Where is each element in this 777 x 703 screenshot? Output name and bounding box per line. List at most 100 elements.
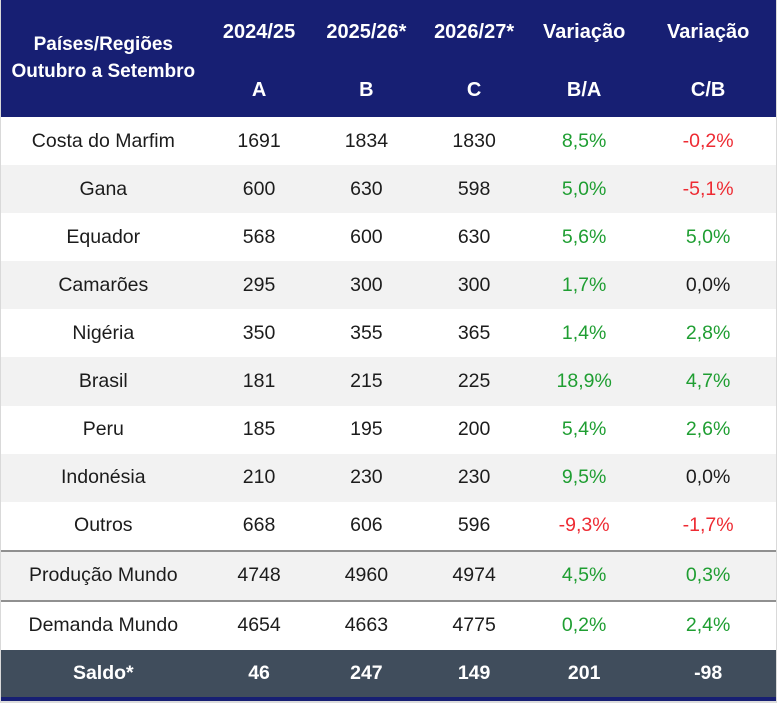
value-cell-a: 668: [242, 514, 276, 537]
variation-cell-ba: 18,9%: [556, 370, 612, 393]
variation-cell-cb: 2,8%: [685, 321, 731, 344]
row-label: Brasil: [78, 370, 128, 393]
table-row: Demanda Mundo 4654 4663 4775 0,2% 2,4%: [1, 599, 776, 651]
variation-cell-ba: 201: [567, 662, 601, 685]
variation-cell-cb: 0,0%: [685, 466, 731, 489]
variation-cell-ba: -9,3%: [558, 514, 610, 537]
value-cell-a: 350: [242, 321, 276, 344]
row-label: Costa do Marfim: [31, 129, 175, 152]
variation-cell-cb: 2,4%: [685, 614, 731, 637]
table-row: Gana 600 630 598 5,0% -5,1%: [1, 165, 776, 214]
row-label: Outros: [74, 514, 133, 537]
value-cell-c: 1830: [452, 129, 496, 152]
variation-cell-ba: 5,6%: [561, 225, 607, 248]
value-cell-b: 4663: [344, 614, 389, 637]
row-label: Produção Mundo: [29, 564, 178, 587]
variation-cell-ba: 1,7%: [561, 273, 607, 296]
variation-cell-cb: 0,0%: [685, 273, 731, 296]
value-cell-c: 200: [457, 418, 491, 441]
value-cell-a: 600: [242, 177, 276, 200]
bottom-edge-gap: [1, 701, 776, 703]
column-header-ratio-label: B/A: [566, 79, 602, 101]
table-row: Nigéria 350 355 365 1,4% 2,8%: [1, 309, 776, 358]
variation-cell-ba: 9,5%: [561, 466, 607, 489]
variation-cell-cb: 0,3%: [685, 564, 731, 587]
value-cell-c: 4775: [452, 614, 496, 637]
row-label: Gana: [79, 177, 128, 200]
column-header-letter-label: B: [359, 79, 374, 101]
table-row: Outros 668 606 596 -9,3% -1,7%: [1, 501, 776, 550]
bottom-border: [1, 697, 776, 701]
column-header-countries-line1: Países/Regiões: [33, 33, 173, 55]
variation-cell-cb: -0,2%: [682, 129, 734, 152]
value-cell-b: 600: [350, 225, 383, 248]
column-header-variation-label: Variação: [667, 21, 750, 43]
row-label: Saldo*: [72, 662, 134, 685]
value-cell-a: 185: [242, 418, 276, 441]
value-cell-c: 596: [457, 514, 491, 537]
value-cell-c: 225: [457, 370, 491, 393]
value-cell-b: 247: [350, 662, 383, 685]
value-cell-b: 4960: [344, 564, 389, 587]
column-header-letter-label: C: [466, 79, 482, 101]
row-label: Peru: [82, 418, 124, 441]
value-cell-a: 46: [248, 662, 270, 685]
value-cell-a: 4654: [237, 614, 281, 637]
column-header-2026-27: 2026/27* C: [420, 0, 528, 117]
value-cell-c: 365: [457, 321, 491, 344]
value-cell-b: 355: [350, 321, 383, 344]
column-header-2024-25: 2024/25 A: [206, 0, 313, 117]
variation-cell-cb: -1,7%: [682, 514, 734, 537]
table-row: Brasil 181 215 225 18,9% 4,7%: [1, 357, 776, 406]
value-cell-b: 1834: [344, 129, 389, 152]
column-header-year-label: 2026/27*: [434, 21, 515, 43]
column-header-countries: Países/Regiões Outubro a Setembro: [1, 0, 206, 117]
value-cell-c: 598: [457, 177, 491, 200]
column-header-letter-label: A: [251, 79, 267, 101]
value-cell-a: 295: [242, 273, 276, 296]
column-header-year-label: 2024/25: [222, 21, 296, 43]
value-cell-c: 149: [457, 662, 491, 685]
row-label: Camarões: [58, 273, 149, 296]
variation-cell-ba: 5,0%: [561, 177, 607, 200]
value-cell-a: 210: [242, 466, 276, 489]
table-row: Saldo* 46 247 149 201 -98: [1, 650, 776, 698]
column-header-countries-line2: Outubro a Setembro: [11, 60, 196, 82]
column-header-ratio-label: C/B: [690, 79, 726, 101]
table-row: Peru 185 195 200 5,4% 2,6%: [1, 405, 776, 454]
variation-cell-ba: 4,5%: [561, 564, 607, 587]
column-header-variation-label: Variação: [543, 21, 626, 43]
value-cell-a: 1691: [237, 129, 281, 152]
column-header-2025-26: 2025/26* B: [313, 0, 421, 117]
variation-cell-cb: -5,1%: [682, 177, 734, 200]
variation-cell-ba: 8,5%: [561, 129, 607, 152]
value-cell-c: 300: [457, 273, 491, 296]
value-cell-a: 568: [242, 225, 276, 248]
column-header-year-label: 2025/26*: [326, 21, 407, 43]
row-label: Indonésia: [61, 466, 146, 489]
table-row: Camarões 295 300 300 1,7% 0,0%: [1, 261, 776, 310]
variation-cell-cb: 2,6%: [685, 418, 731, 441]
value-cell-a: 4748: [237, 564, 281, 587]
value-cell-c: 230: [457, 466, 491, 489]
row-label: Demanda Mundo: [28, 614, 179, 637]
value-cell-b: 300: [350, 273, 383, 296]
row-label: Nigéria: [72, 321, 135, 344]
value-cell-b: 230: [350, 466, 383, 489]
table-body: Costa do Marfim 1691 1834 1830 8,5% -0,2% Gana…: [1, 117, 776, 698]
row-label: Equador: [66, 225, 141, 248]
variation-cell-ba: 1,4%: [561, 321, 607, 344]
value-cell-b: 606: [350, 514, 383, 537]
value-cell-a: 181: [242, 370, 276, 393]
variation-cell-ba: 0,2%: [561, 614, 607, 637]
table-row: Costa do Marfim 1691 1834 1830 8,5% -0,2%: [1, 117, 776, 166]
table-row: Equador 568 600 630 5,6% 5,0%: [1, 213, 776, 262]
table-row: Produção Mundo 4748 4960 4974 4,5% 0,3%: [1, 549, 776, 600]
variation-cell-cb: 4,7%: [685, 370, 731, 393]
variation-cell-ba: 5,4%: [561, 418, 607, 441]
variation-cell-cb: 5,0%: [685, 225, 731, 248]
value-cell-b: 215: [350, 370, 383, 393]
value-cell-b: 195: [350, 418, 383, 441]
value-cell-b: 630: [350, 177, 383, 200]
